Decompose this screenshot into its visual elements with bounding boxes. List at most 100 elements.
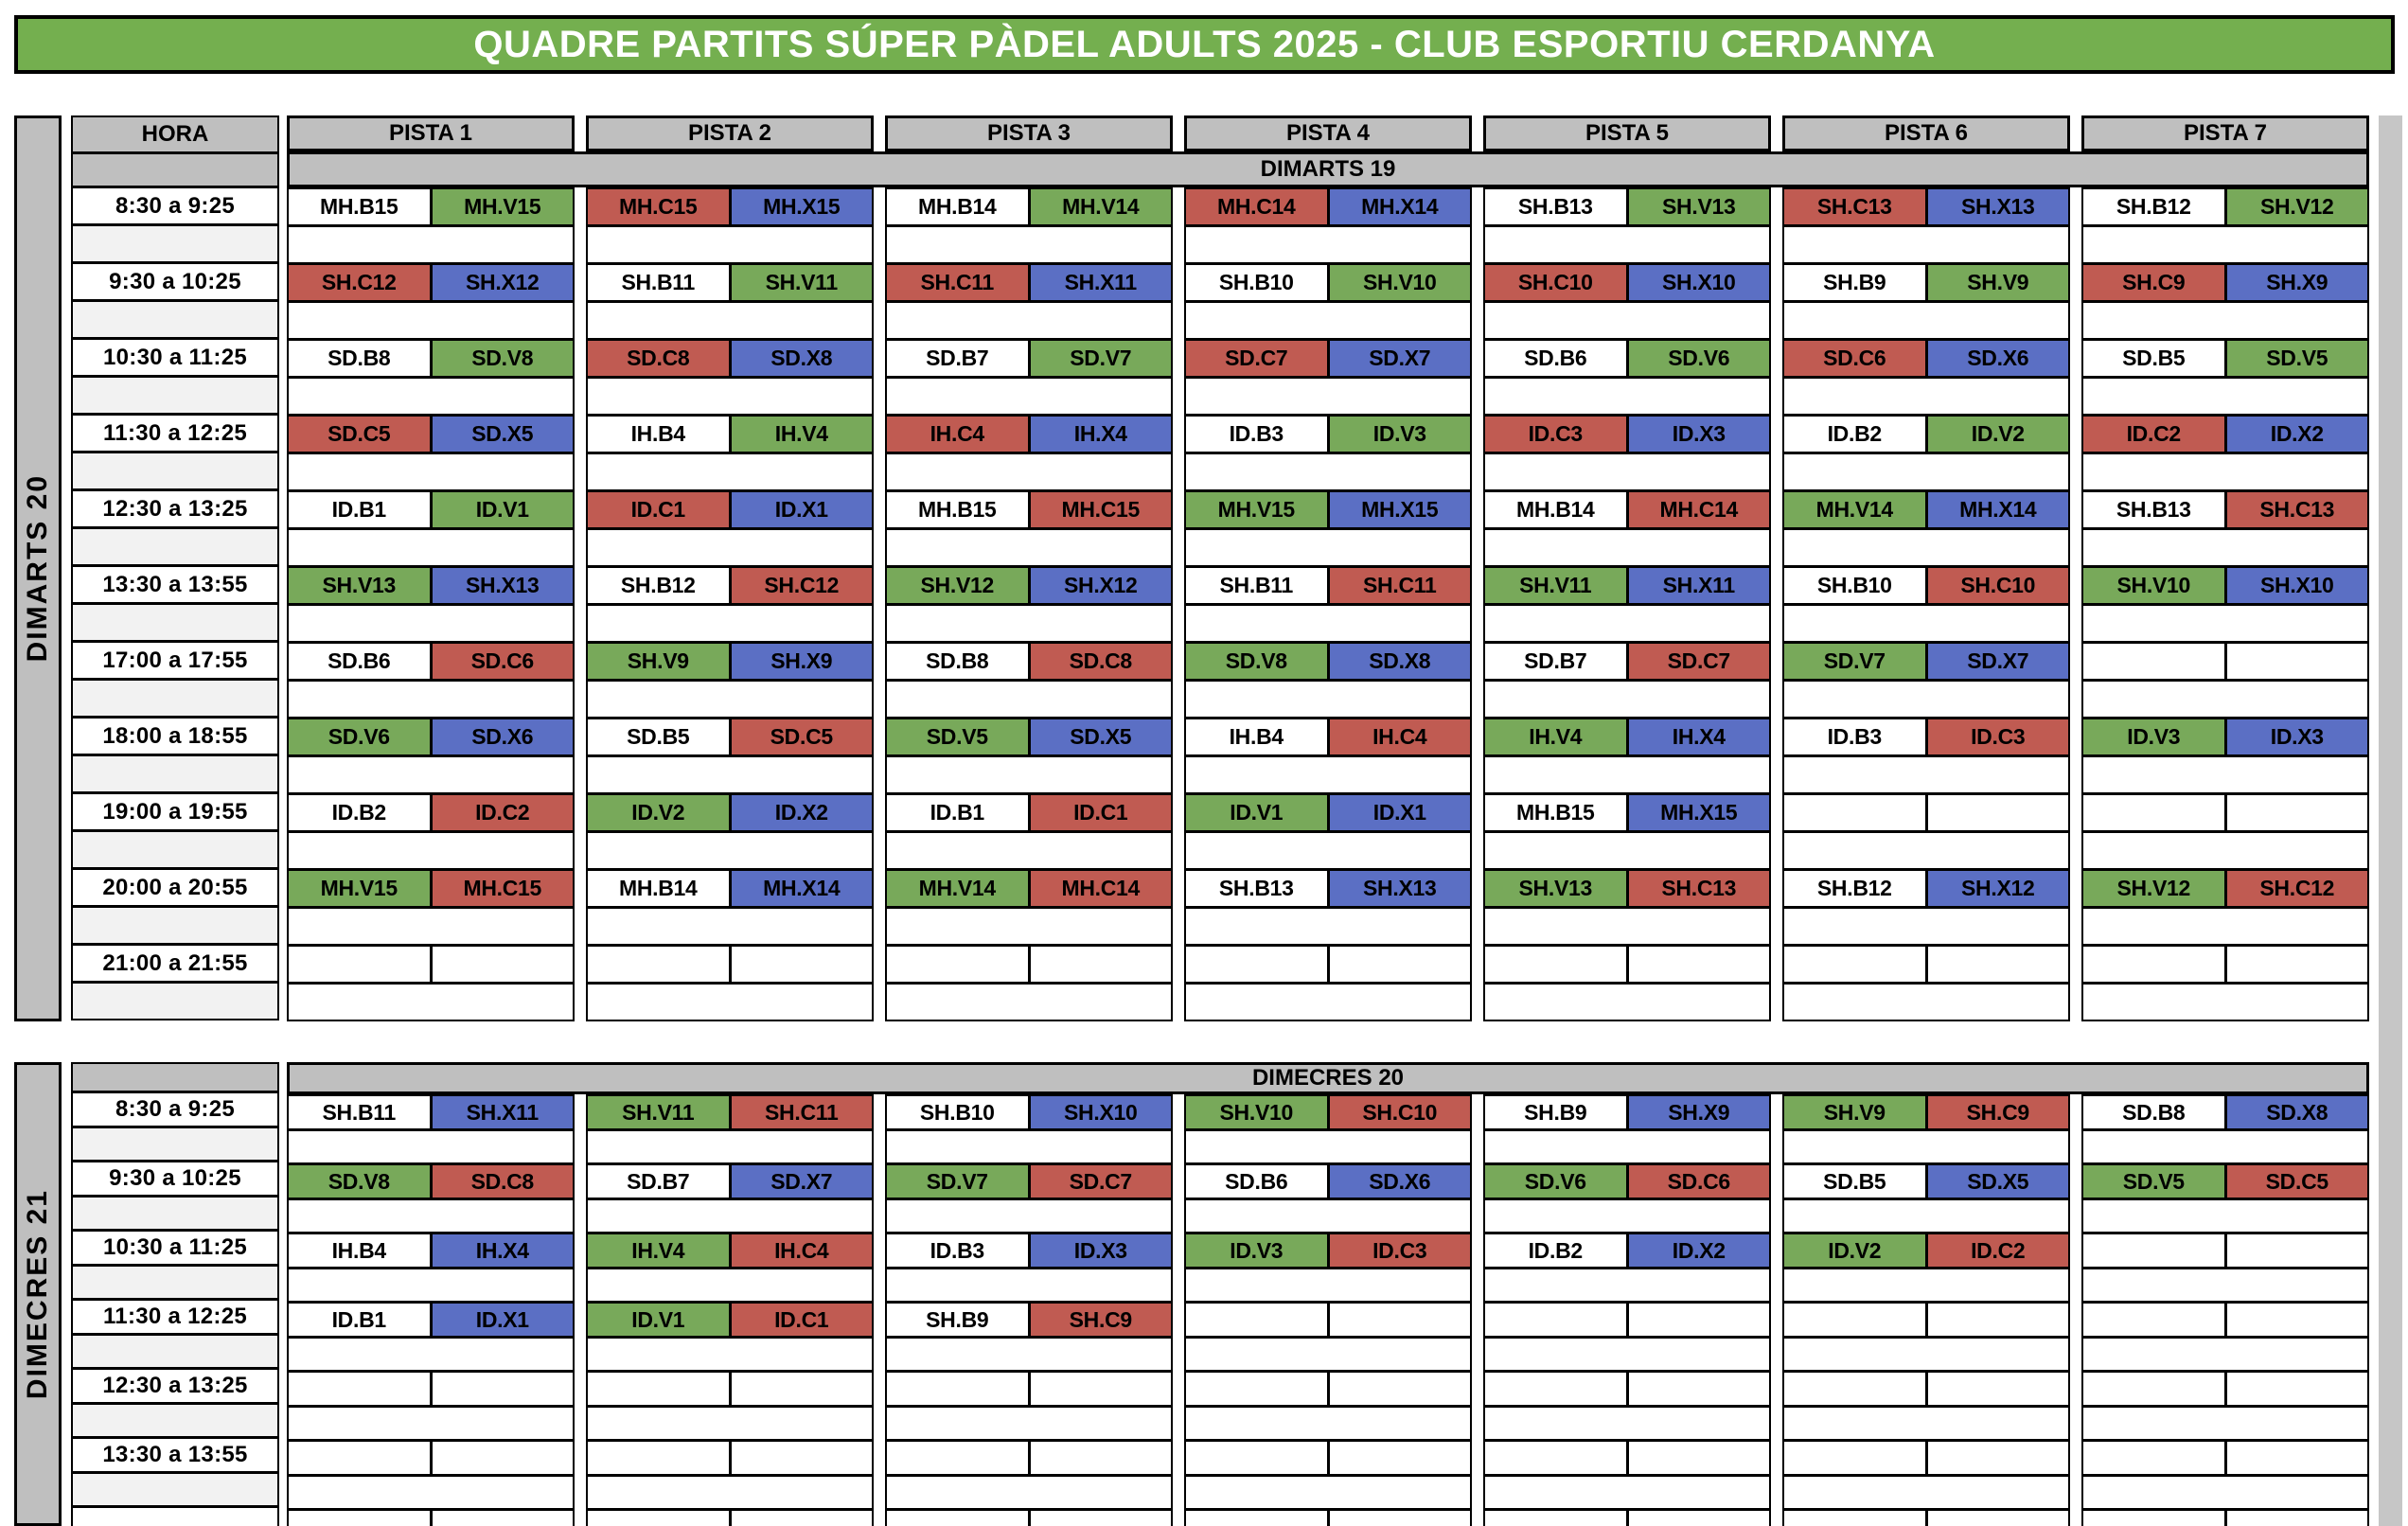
match-cell: MH.C15	[432, 871, 573, 906]
hora-spacer-cell	[73, 453, 277, 488]
spacer-row	[1784, 303, 2068, 338]
spacer-row	[1186, 909, 1470, 944]
spacer-row	[1485, 757, 1769, 792]
empty-cell	[2083, 1442, 2224, 1474]
empty-cell	[588, 1373, 729, 1405]
spacer-row	[2083, 227, 2367, 262]
empty-cell	[289, 1373, 430, 1405]
spacer-row	[588, 1200, 872, 1232]
match-cell: SH.X11	[432, 1096, 573, 1128]
match-cell: SH.B13	[2083, 492, 2224, 527]
spacer-row	[887, 985, 1171, 1020]
time-cell: 13:30 a 13:55	[73, 1439, 277, 1471]
match-cell: SH.V10	[2083, 568, 2224, 603]
hora-spacer-cell	[73, 378, 277, 413]
hora-column: 8:30 a 9:25 9:30 a 10:25 10:30 a 11:25 11:3…	[71, 1062, 279, 1526]
match-cell: SD.B5	[588, 719, 729, 754]
match-cell: SH.C11	[887, 265, 1028, 300]
match-cell: SH.V12	[2083, 871, 2224, 906]
spacer-row	[588, 909, 872, 944]
spacer-row	[588, 1131, 872, 1162]
match-cell: SH.V12	[2226, 189, 2367, 224]
spacer-row	[887, 1131, 1171, 1162]
spacer-row	[588, 303, 872, 338]
right-margin-strip	[2379, 115, 2402, 1526]
empty-cell	[588, 1511, 729, 1526]
match-cell: MH.C14	[1628, 492, 1769, 527]
empty-cell	[1628, 1511, 1769, 1526]
match-cell: SD.B6	[1186, 1165, 1327, 1198]
spacer-row	[1186, 757, 1470, 792]
match-cell: SD.C6	[432, 644, 573, 679]
spacer-row	[1784, 985, 2068, 1020]
time-cell: 8:30 a 9:25	[73, 188, 277, 223]
match-cell: SD.X8	[2226, 1096, 2367, 1128]
spacer-row	[2083, 1131, 2367, 1162]
hora-header: HORA	[73, 117, 277, 151]
match-cell: MH.C15	[588, 189, 729, 224]
time-cell: 21:00 a 21:55	[73, 946, 277, 981]
empty-cell	[1329, 1442, 1470, 1474]
match-cell: IH.V4	[731, 417, 872, 452]
empty-cell	[2083, 1373, 2224, 1405]
empty-cell	[887, 1511, 1028, 1526]
match-cell: SH.B11	[588, 265, 729, 300]
spacer-row	[887, 757, 1171, 792]
match-cell: SH.V12	[887, 568, 1028, 603]
match-cell: SH.V10	[1329, 265, 1470, 300]
day-band: DIMECRES 20	[287, 1062, 2369, 1094]
empty-cell	[432, 1511, 573, 1526]
match-cell: IH.C4	[887, 417, 1028, 452]
pista-header: PISTA 7	[2081, 115, 2369, 151]
spacer-row	[887, 530, 1171, 565]
day-band: DIMARTS 19	[287, 151, 2369, 187]
spacer-row	[1186, 682, 1470, 717]
spacer-row	[289, 985, 573, 1020]
match-cell: SD.B6	[289, 644, 430, 679]
match-cell: SD.V6	[289, 719, 430, 754]
match-cell: MH.X15	[1628, 795, 1769, 830]
spacer-row	[588, 1477, 872, 1508]
spacer-row	[1186, 379, 1470, 414]
empty-cell	[2226, 1511, 2367, 1526]
match-cell: ID.X3	[1030, 1234, 1171, 1267]
match-cell: ID.B2	[1485, 1234, 1626, 1267]
empty-cell	[1329, 947, 1470, 982]
hora-spacer-cell	[73, 1405, 277, 1436]
match-cell: SD.X5	[1030, 719, 1171, 754]
match-cell: ID.C1	[1030, 795, 1171, 830]
spacer-row	[2083, 454, 2367, 489]
match-cell: MH.V15	[432, 189, 573, 224]
empty-cell	[1030, 1442, 1171, 1474]
match-cell: SD.V7	[1030, 341, 1171, 376]
match-cell: SD.V7	[887, 1165, 1028, 1198]
match-cell: ID.V1	[1186, 795, 1327, 830]
match-cell: SH.V11	[731, 265, 872, 300]
spacer-row	[887, 1269, 1171, 1301]
match-cell: SH.B12	[1784, 871, 1925, 906]
hora-band-cell	[73, 1064, 277, 1091]
match-cell: SH.C12	[2226, 871, 2367, 906]
spacer-row	[887, 1339, 1171, 1370]
match-cell: SH.X11	[1628, 568, 1769, 603]
match-cell: ID.C1	[588, 492, 729, 527]
match-cell: MH.V14	[887, 871, 1028, 906]
time-cell: 9:30 a 10:25	[73, 1162, 277, 1195]
match-cell: SD.C7	[1030, 1165, 1171, 1198]
spacer-row	[2083, 1200, 2367, 1232]
spacer-row	[1186, 833, 1470, 868]
match-cell: SH.C9	[2083, 265, 2224, 300]
match-cell: MH.C14	[1186, 189, 1327, 224]
match-cell: ID.X2	[731, 795, 872, 830]
match-cell: SH.C13	[1628, 871, 1769, 906]
spacer-row	[1784, 1269, 2068, 1301]
match-cell: SH.C9	[1927, 1096, 2068, 1128]
hora-spacer-cell	[73, 908, 277, 943]
empty-cell	[432, 947, 573, 982]
empty-cell	[731, 1442, 872, 1474]
match-cell: SH.B10	[1784, 568, 1925, 603]
hora-spacer-cell	[73, 226, 277, 261]
spacer-row	[2083, 379, 2367, 414]
match-cell: IH.X4	[432, 1234, 573, 1267]
